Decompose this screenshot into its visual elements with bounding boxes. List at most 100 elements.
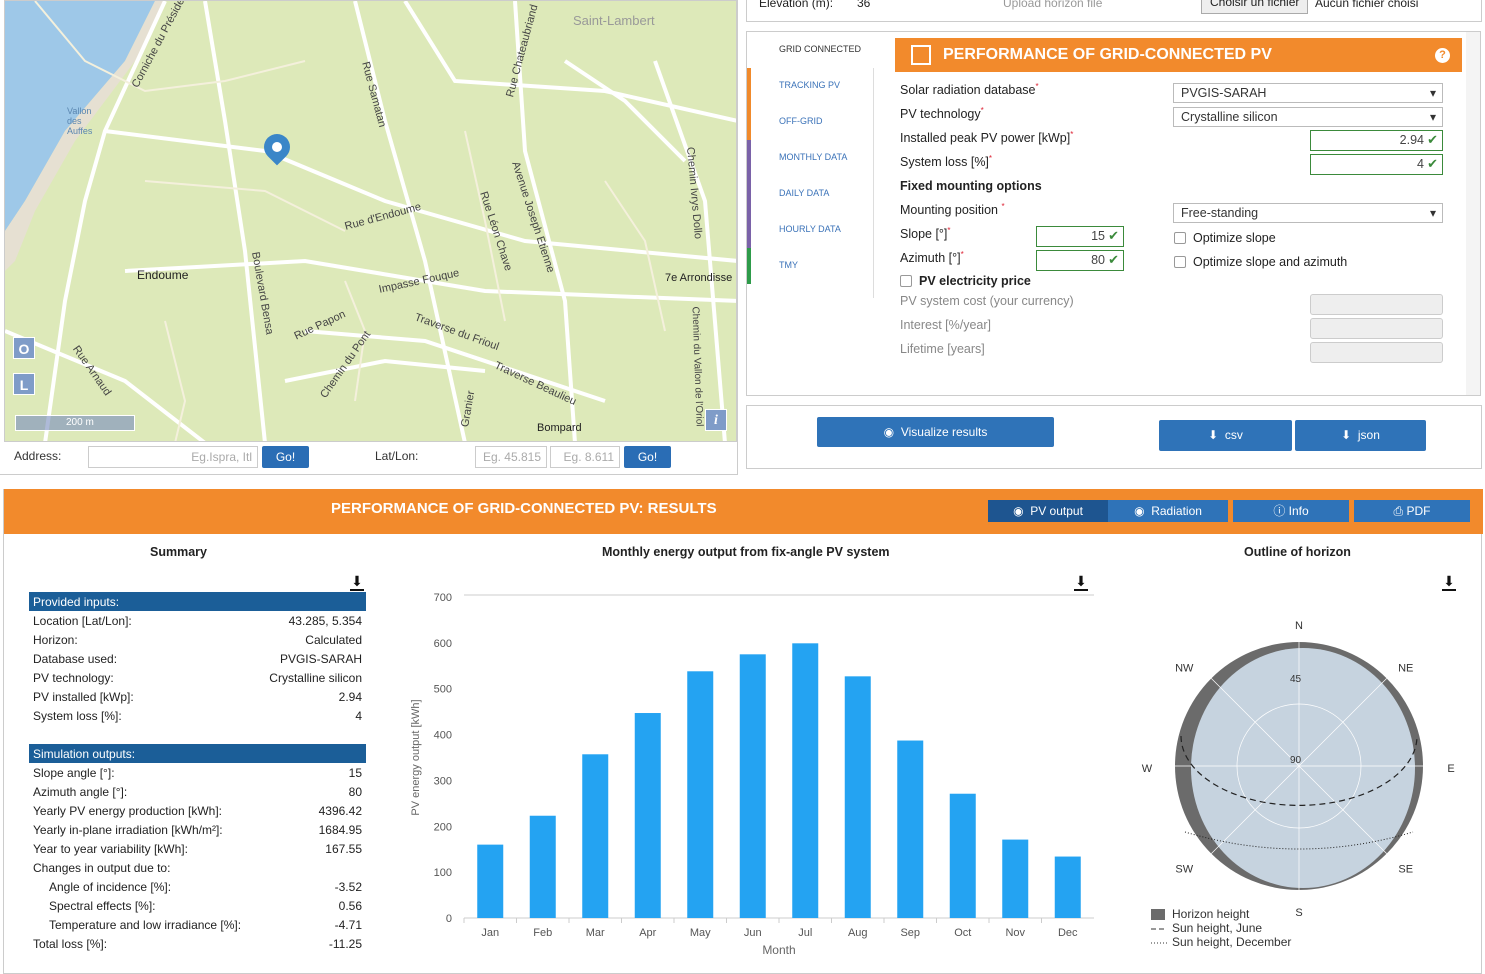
help-icon[interactable]: ? — [1435, 48, 1450, 63]
map-layer-l-button[interactable]: L — [13, 373, 35, 395]
map-layer-o-button[interactable]: O — [13, 337, 35, 359]
slope-label: Slope [°]* — [900, 226, 951, 241]
radiation-button[interactable]: ◉ Radiation — [1108, 500, 1228, 522]
y-tick-label: 400 — [434, 730, 452, 742]
eye-icon: ◉ — [883, 425, 895, 439]
x-tick-label: Dec — [1058, 927, 1078, 939]
summary-key: Database used: — [33, 651, 118, 666]
download-chart-icon[interactable] — [1073, 573, 1089, 591]
check-icon: ✔ — [1427, 156, 1438, 171]
summary-key: Temperature and low irradiance [%]: — [49, 917, 242, 932]
summary-value: -3.52 — [334, 879, 362, 894]
json-download-button[interactable]: ⬇ json — [1295, 420, 1426, 451]
slope-input[interactable]: 15 ✔ — [1036, 226, 1124, 247]
optimize-slope-checkbox[interactable] — [1174, 232, 1186, 244]
chart-title: Monthly energy output from fix-angle PV … — [602, 545, 890, 559]
peak-power-input[interactable]: 2.94 ✔ — [1310, 130, 1443, 151]
map[interactable]: Corniche du Président Rue Samatan Rue Ch… — [4, 0, 737, 442]
summary-row: PV installed [kWp]: 2.94 — [29, 687, 366, 706]
compass-label: NW — [1175, 662, 1194, 674]
lon-input[interactable]: Eg. 8.611 — [550, 446, 620, 468]
solar-db-label-text: Solar radiation database — [900, 83, 1036, 98]
panel-scrollbar[interactable] — [1466, 32, 1480, 395]
bar-dec — [1054, 856, 1081, 918]
pv-tech-select[interactable]: Crystalline silicon — [1173, 107, 1443, 127]
mounting-position-select[interactable]: Free-standing — [1173, 203, 1443, 223]
sun-path-june — [1180, 735, 1418, 806]
address-go-button[interactable]: Go! — [262, 446, 309, 468]
choose-file-button[interactable]: Choisir un fichier — [1201, 0, 1309, 14]
summary-row: Database used: PVGIS-SARAH — [29, 649, 366, 668]
y-tick-label: 600 — [434, 638, 452, 650]
x-tick-label: Nov — [1005, 927, 1025, 939]
summary-value: 4396.42 — [318, 803, 362, 818]
lat-input[interactable]: Eg. 45.815 — [475, 446, 547, 468]
csv-download-button[interactable]: ⬇ csv — [1159, 420, 1292, 451]
info-button[interactable]: ⓘ Info — [1233, 500, 1349, 522]
horizon-grid-ring — [1236, 703, 1362, 829]
compass-label: NE — [1398, 662, 1413, 674]
bar-jan — [477, 844, 504, 918]
tab-hourly-data[interactable]: HOURLY DATA — [747, 212, 873, 248]
summary-value: -11.25 — [328, 936, 362, 951]
y-tick-label: 0 — [446, 913, 452, 925]
visualize-results-button[interactable]: ◉ Visualize results — [817, 417, 1054, 447]
pv-cost-input[interactable] — [1310, 294, 1443, 315]
summary-key: Horizon: — [33, 632, 78, 647]
pv-output-button[interactable]: ◉ PV output — [988, 500, 1108, 522]
mounting-position-label: Mounting position * — [900, 202, 1005, 217]
tab-off-grid[interactable]: OFF-GRID — [747, 104, 873, 140]
legend-label: Sun height, June — [1172, 921, 1262, 935]
summary-key: Total loss [%]: — [33, 936, 108, 951]
address-input[interactable]: Eg.Ispra, Itl — [88, 446, 258, 468]
bar-sep — [897, 740, 924, 918]
pdf-button[interactable]: ⎙ PDF — [1354, 500, 1470, 522]
latlon-go-button[interactable]: Go! — [624, 446, 671, 468]
pdf-label: PDF — [1406, 504, 1431, 518]
x-tick-label: Aug — [848, 927, 868, 939]
eye-icon: ◉ — [1134, 504, 1145, 518]
tab-grid-connected[interactable]: GRID CONNECTED — [747, 32, 873, 68]
y-axis-label: PV energy output [kWh] — [410, 699, 422, 815]
lifetime-input[interactable] — [1310, 342, 1443, 363]
summary-value: 80 — [348, 784, 362, 799]
map-scale: 200 m — [15, 415, 135, 431]
download-horizon-icon[interactable] — [1441, 573, 1457, 591]
lifetime-label: Lifetime [years] — [900, 342, 985, 356]
map-info-button[interactable]: i — [705, 409, 727, 431]
form-header: PERFORMANCE OF GRID-CONNECTED PV ? — [895, 38, 1462, 72]
pv-tech-label-text: PV technology — [900, 107, 981, 122]
compass-label: SW — [1175, 864, 1193, 876]
map-label: 7e Arrondisse — [665, 272, 733, 284]
download-summary-icon[interactable] — [349, 573, 365, 591]
interest-input[interactable] — [1310, 318, 1443, 339]
tab-daily-data[interactable]: DAILY DATA — [747, 176, 873, 212]
pv-price-checkbox[interactable] — [900, 275, 912, 287]
summary-row: Slope angle [°]: 15 — [29, 763, 366, 782]
system-loss-input[interactable]: 4 ✔ — [1310, 154, 1443, 175]
legend-swatch-horizon — [1151, 909, 1165, 920]
horizon-title: Outline of horizon — [1244, 545, 1351, 559]
azimuth-input[interactable]: 80 ✔ — [1036, 250, 1124, 271]
x-tick-label: Jul — [798, 927, 812, 939]
summary-row: PV technology: Crystalline silicon — [29, 668, 366, 687]
spacer — [29, 725, 366, 744]
bar-nov — [1002, 839, 1029, 918]
divider — [737, 0, 738, 474]
azimuth-label: Azimuth [°]* — [900, 250, 964, 265]
optimize-both-checkbox[interactable] — [1174, 256, 1186, 268]
summary-key: Yearly in-plane irradiation [kWh/m²]: — [33, 822, 223, 837]
summary-value: -4.71 — [334, 917, 362, 932]
tab-tracking-pv[interactable]: TRACKING PV — [747, 68, 873, 104]
bar-feb — [529, 815, 556, 918]
summary-row: Yearly in-plane irradiation [kWh/m²]: 168… — [29, 820, 366, 839]
tab-monthly-data[interactable]: MONTHLY DATA — [747, 140, 873, 176]
summary-row: Horizon: Calculated — [29, 630, 366, 649]
check-icon: ✔ — [1108, 252, 1119, 267]
bar-oct — [949, 793, 976, 918]
form-title: PERFORMANCE OF GRID-CONNECTED PV — [943, 46, 1272, 63]
ring-label-90: 90 — [1290, 755, 1302, 766]
solar-db-select[interactable]: PVGIS-SARAH — [1173, 83, 1443, 103]
tab-tmy[interactable]: TMY — [747, 248, 873, 284]
azimuth-value: 80 — [1091, 253, 1105, 267]
